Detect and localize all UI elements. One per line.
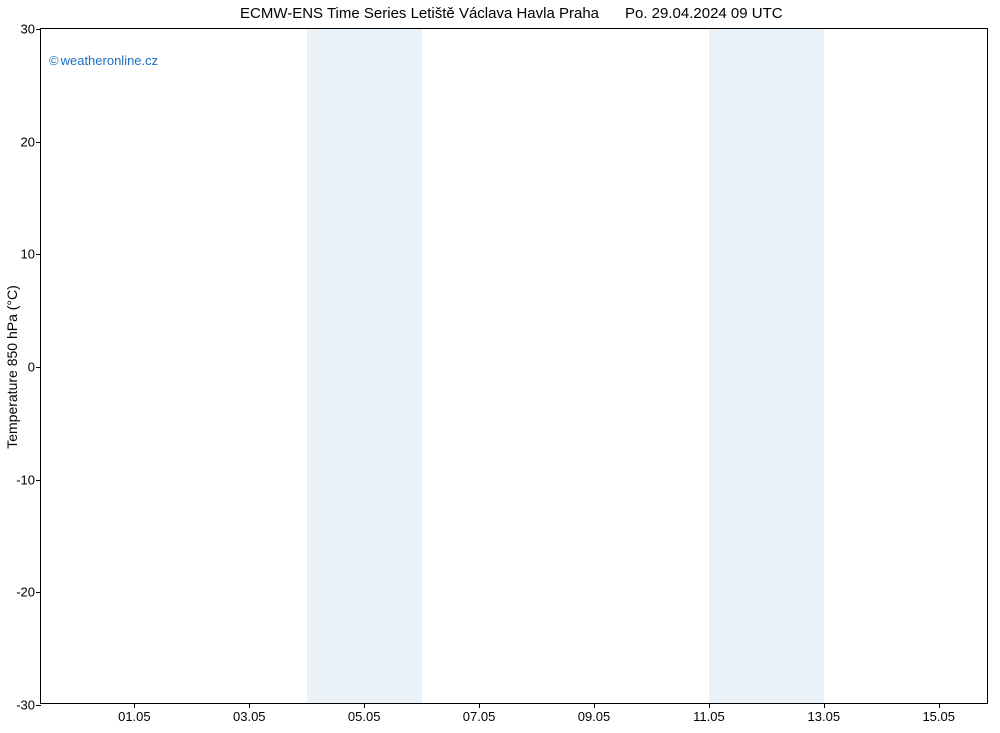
y-tick-mark <box>36 480 41 481</box>
y-tick-label: -30 <box>16 698 35 713</box>
copyright-icon: © <box>49 53 59 68</box>
y-tick-mark <box>36 592 41 593</box>
weekend-band <box>364 29 421 703</box>
x-tick-label: 15.05 <box>922 709 955 724</box>
x-tick-mark <box>939 703 940 708</box>
x-tick-label: 05.05 <box>348 709 381 724</box>
x-tick-mark <box>249 703 250 708</box>
x-tick-mark <box>134 703 135 708</box>
x-tick-label: 01.05 <box>118 709 151 724</box>
x-tick-label: 09.05 <box>578 709 611 724</box>
weekend-band <box>709 29 766 703</box>
watermark: ©weatheronline.cz <box>49 53 158 68</box>
y-tick-label: 10 <box>21 247 35 262</box>
chart-title-left: ECMW-ENS Time Series Letiště Václava Hav… <box>240 5 599 22</box>
x-tick-label: 07.05 <box>463 709 496 724</box>
x-tick-mark <box>709 703 710 708</box>
y-axis-title: Temperature 850 hPa (°C) <box>4 285 20 449</box>
chart-container: ECMW-ENS Time Series Letiště Václava Hav… <box>0 0 1000 733</box>
y-tick-label: 20 <box>21 134 35 149</box>
x-tick-label: 11.05 <box>693 709 725 724</box>
y-tick-label: -20 <box>16 585 35 600</box>
y-tick-mark <box>36 367 41 368</box>
x-tick-mark <box>479 703 480 708</box>
y-tick-mark <box>36 142 41 143</box>
x-tick-mark <box>364 703 365 708</box>
y-tick-label: -10 <box>16 472 35 487</box>
plot-area: ©weatheronline.cz -30-20-10010203001.050… <box>40 28 988 704</box>
x-tick-label: 03.05 <box>233 709 266 724</box>
y-tick-mark <box>36 254 41 255</box>
y-tick-mark <box>36 705 41 706</box>
chart-title-right: Po. 29.04.2024 09 UTC <box>625 5 783 22</box>
y-tick-mark <box>36 29 41 30</box>
weekend-band <box>766 29 823 703</box>
x-tick-mark <box>824 703 825 708</box>
x-tick-label: 13.05 <box>808 709 841 724</box>
watermark-text: weatheronline.cz <box>61 53 159 68</box>
x-tick-mark <box>594 703 595 708</box>
y-tick-label: 30 <box>21 22 35 37</box>
weekend-band <box>307 29 364 703</box>
y-tick-label: 0 <box>28 360 35 375</box>
